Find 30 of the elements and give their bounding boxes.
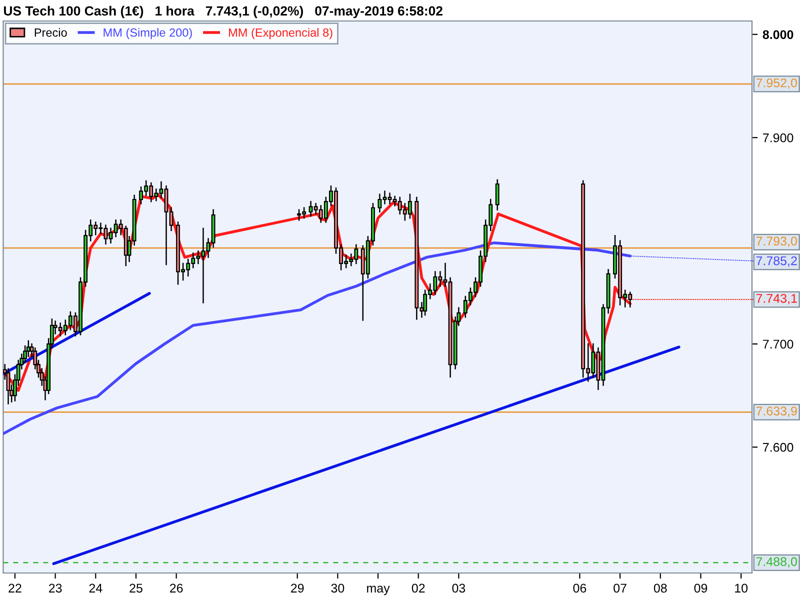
x-tick-label: 06 [573, 584, 586, 593]
x-tick-label: 23 [48, 584, 62, 593]
annotation: 7.785,2 [756, 256, 797, 267]
x-tick-label: 09 [694, 584, 708, 593]
chart-title: US Tech 100 Cash (1€) 1 hora 7.743,1 (-0,02%) 07-may-2019 6:58:02 [4, 6, 442, 18]
x-tick-label: 29 [291, 584, 304, 593]
x-tick-label: 03 [452, 584, 466, 593]
candlestick [495, 179, 500, 210]
legend-label: MM (Exponencial 8) [229, 28, 332, 40]
x-tick-label: 24 [89, 584, 102, 592]
y-tick-label: 7.900 [763, 133, 794, 142]
x-tick-label: 08 [654, 584, 667, 593]
annotation: 7.743,1 [756, 294, 797, 304]
x-tick-label: 07 [614, 584, 626, 593]
legend-label: Precio [34, 28, 67, 37]
y-tick-label: 8.000 [762, 30, 794, 40]
x-tick-label: 02 [412, 584, 425, 593]
y-tick-label: 7.600 [763, 442, 794, 452]
x-tick-label: 26 [170, 584, 183, 593]
x-tick-label: 25 [130, 584, 142, 593]
x-tick-label: 30 [331, 584, 344, 593]
x-tick-label: 22 [8, 584, 22, 592]
ref-line-label: 7.633,9 [756, 406, 797, 417]
legend-label: MM (Simple 200) [104, 28, 192, 40]
ref-line-label: 7.793,0 [756, 236, 797, 247]
x-tick-label: may [367, 586, 390, 596]
ref-line-label: 7.952,0 [756, 78, 797, 89]
ref-line-label: 7.488,0 [756, 557, 797, 568]
x-tick-label: 10 [735, 584, 748, 593]
y-tick-label: 7.700 [763, 340, 794, 349]
